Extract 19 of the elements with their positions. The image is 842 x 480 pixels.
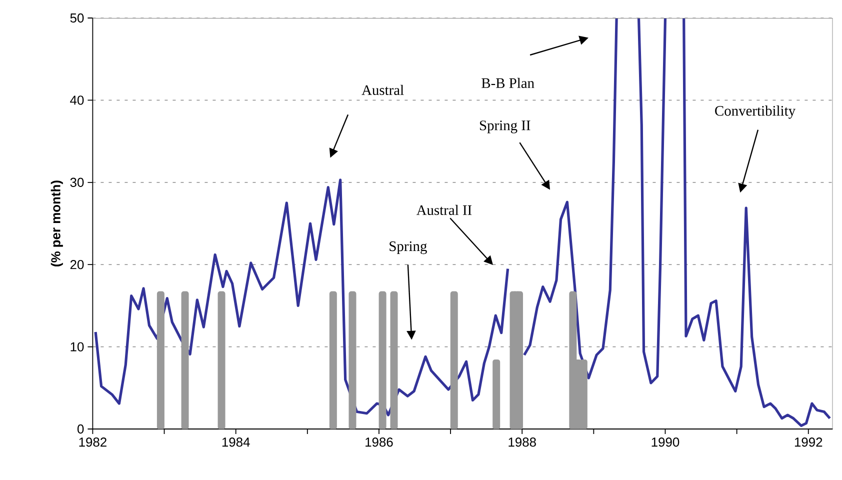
x-tick-label: 1986 [366,438,393,447]
x-tick-label: 1982 [79,438,106,447]
y-tick-label: 0 [77,424,84,434]
y-tick-label: 50 [70,13,84,23]
annotation: Austral II [416,204,472,216]
x-tick-label: 1990 [652,438,680,447]
y-tick-label: 20 [70,260,84,270]
annotation: Spring [390,241,427,254]
annotation: B-B Plan [482,78,534,88]
annotation: Convertibility [715,106,796,119]
annotation: Austral [362,84,404,96]
x-tick-label: 1984 [222,438,250,447]
x-tick-label: 1992 [794,438,822,447]
y-tick-label: 40 [70,96,84,105]
x-tick-label: 1988 [508,438,536,447]
annotation: Spring II [480,120,530,134]
y-tick-label: 10 [70,342,84,352]
y-tick-label: 30 [70,178,84,187]
y-axis-title: (% per month) [50,180,63,266]
